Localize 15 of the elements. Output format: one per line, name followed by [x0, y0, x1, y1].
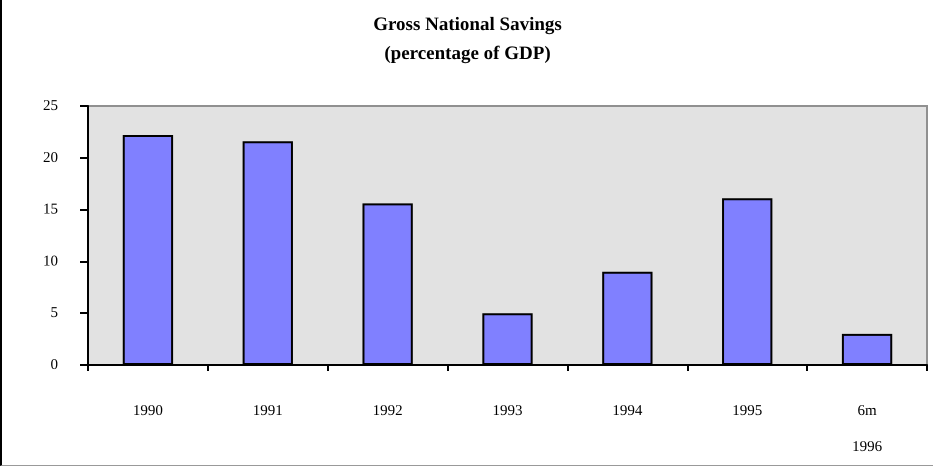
y-tick-label: 15 — [43, 202, 58, 218]
x-tick-label: 1991 — [252, 403, 283, 419]
y-tick-label: 5 — [50, 305, 58, 322]
x-tick-label: 1995 — [732, 403, 762, 419]
y-tick-label: 25 — [43, 98, 58, 114]
x-tick-label: 1992 — [372, 403, 403, 419]
x-tick-label: 1994 — [612, 403, 643, 419]
x-tick-label: 1990 — [132, 403, 163, 419]
y-tick-label: 20 — [43, 150, 58, 166]
chart-title: Gross National Savings — [373, 14, 562, 35]
chart-subtitle: (percentage of GDP) — [384, 43, 551, 64]
y-tick-label: 0 — [50, 357, 58, 373]
category-label: 6m 1996 — [852, 403, 882, 455]
y-tick-label: 10 — [43, 253, 58, 270]
x-tick-label: 1993 — [492, 403, 522, 419]
